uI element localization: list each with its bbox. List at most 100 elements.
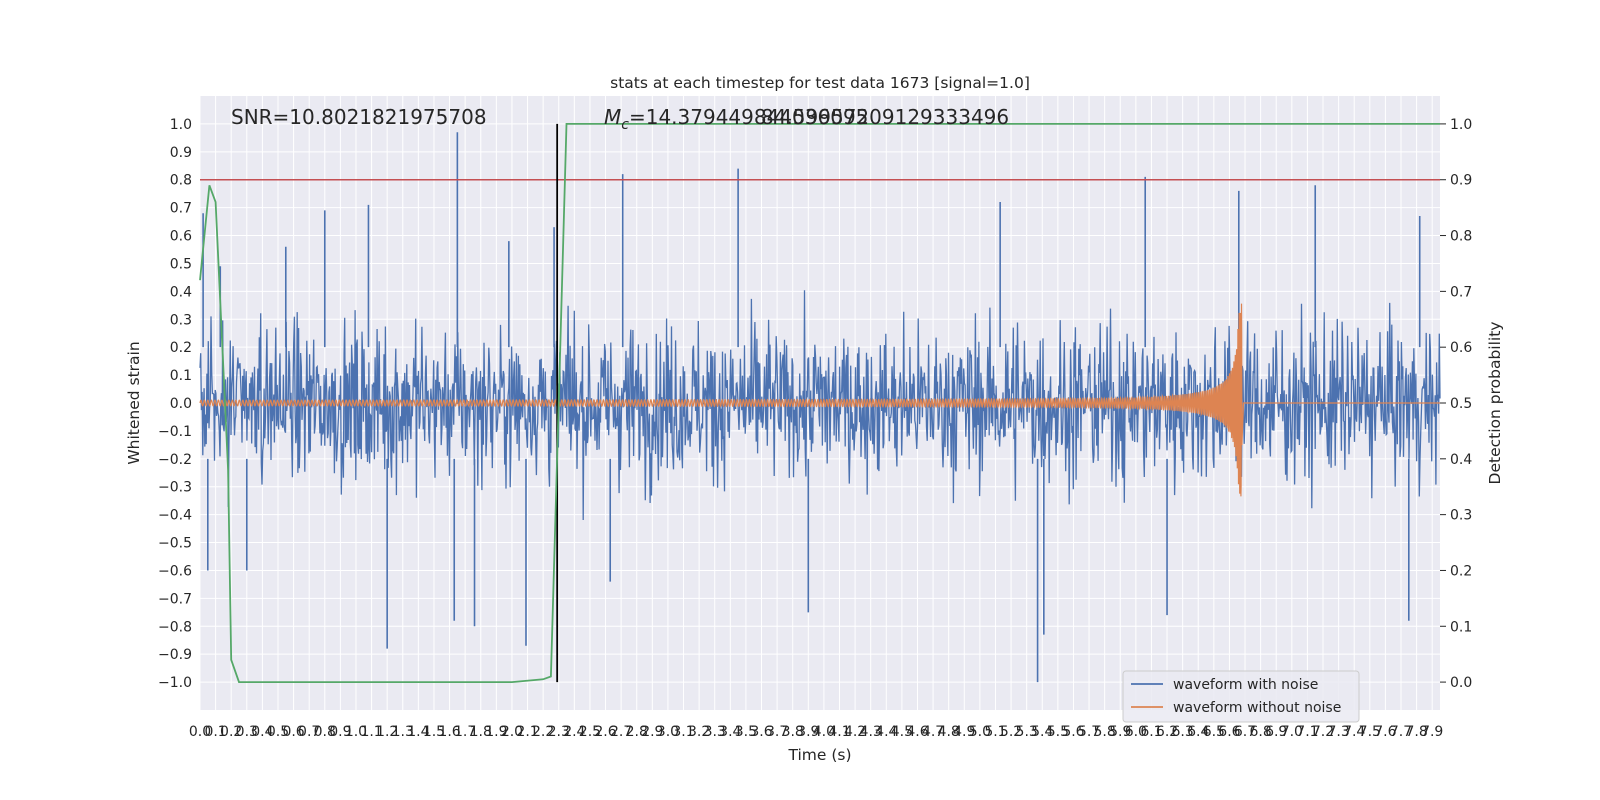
y-right-tick-label: 1.0 <box>1450 117 1472 133</box>
x-tick-label: 4.3 <box>860 724 882 740</box>
waveform-with-noise <box>199 132 1441 683</box>
y-right-tick-label: 0.3 <box>1450 508 1472 524</box>
x-tick-label: 0.1 <box>204 724 226 740</box>
x-tick-label: 1.6 <box>438 724 460 740</box>
x-tick-label: 4.0 <box>813 724 835 740</box>
y-axis-label: Whitened strain <box>125 341 143 464</box>
x-tick-label: 0.9 <box>329 724 351 740</box>
y-tick-label: 0.6 <box>170 229 192 245</box>
x-tick-label: 5.4 <box>1031 724 1053 740</box>
x-tick-label: 5.8 <box>1094 724 1116 740</box>
y-tick-label: 0.2 <box>170 340 192 356</box>
waveform-without-noise <box>199 303 1440 497</box>
x-tick-label: 1.4 <box>407 724 429 740</box>
x-tick-label: 3.0 <box>657 724 679 740</box>
x-tick-label: 2.1 <box>516 724 538 740</box>
y-tick-label: −0.8 <box>158 619 192 635</box>
y-right-tick-label: 0.7 <box>1450 284 1472 300</box>
y-tick-label: 0.8 <box>170 173 192 189</box>
x-tick-label: 7.7 <box>1390 724 1412 740</box>
x-tick-label: 2.9 <box>641 724 663 740</box>
x-tick-label: 1.3 <box>392 724 414 740</box>
x-tick-label: 5.7 <box>1078 724 1100 740</box>
x-tick-label: 2.4 <box>563 724 585 740</box>
x-tick-label: 3.4 <box>719 724 741 740</box>
x-tick-label: 7.1 <box>1296 724 1318 740</box>
x-tick-label: 6.8 <box>1249 724 1271 740</box>
x-tick-label: 7.0 <box>1281 724 1303 740</box>
x-tick-label: 3.5 <box>735 724 757 740</box>
y-right-tick-label: 0.5 <box>1450 396 1472 412</box>
x-tick-label: 3.1 <box>672 724 694 740</box>
x-tick-label: 1.8 <box>470 724 492 740</box>
clean-waveform-line <box>199 303 1440 497</box>
y-tick-label: 0.3 <box>170 312 192 328</box>
y-right-tick-label: 0.2 <box>1450 563 1472 579</box>
x-tick-label: 5.2 <box>1000 724 1022 740</box>
x-tick-label: 7.4 <box>1343 724 1365 740</box>
x-tick-label: 1.0 <box>345 724 367 740</box>
x-tick-label: 4.9 <box>953 724 975 740</box>
x-tick-label: 6.7 <box>1234 724 1256 740</box>
x-tick-label: 3.7 <box>766 724 788 740</box>
y-axis-right-ticks: 0.0 0.1 0.2 0.3 0.4 0.5 0.6 0.7 0.8 0.9 1.0 <box>1440 117 1472 691</box>
x-tick-label: 2.7 <box>610 724 632 740</box>
y-tick-label: 0.1 <box>170 368 192 384</box>
x-tick-label: 5.5 <box>1047 724 1069 740</box>
x-tick-label: 4.2 <box>844 724 866 740</box>
x-tick-label: 4.5 <box>891 724 913 740</box>
snr-annotation: SNR=10.8021821975708 <box>231 105 487 129</box>
x-tick-label: 7.5 <box>1359 724 1381 740</box>
x-tick-label: 0.5 <box>267 724 289 740</box>
x-tick-label: 4.8 <box>938 724 960 740</box>
x-tick-label: 3.8 <box>782 724 804 740</box>
y-tick-label: 0.5 <box>170 256 192 272</box>
legend-box <box>1122 670 1360 723</box>
y-tick-label: −0.3 <box>158 480 192 496</box>
chart-title: stats at each timestep for test data 167… <box>610 74 1030 92</box>
x-tick-label: 6.9 <box>1265 724 1287 740</box>
y-right-tick-label: 0.4 <box>1450 452 1472 468</box>
x-tick-label: 6.4 <box>1187 724 1209 740</box>
x-tick-label: 2.6 <box>594 724 616 740</box>
y-tick-label: −0.2 <box>158 452 192 468</box>
x-tick-label: 1.1 <box>360 724 382 740</box>
y-tick-label: −0.6 <box>158 563 192 579</box>
chirp-mass-subscript: c <box>621 117 629 133</box>
x-tick-label: 0.8 <box>314 724 336 740</box>
x-tick-label: 0.4 <box>251 724 273 740</box>
x-tick-label: 3.6 <box>750 724 772 740</box>
x-tick-label: 2.2 <box>532 724 554 740</box>
x-tick-label: 7.3 <box>1327 724 1349 740</box>
x-tick-label: 6.1 <box>1140 724 1162 740</box>
x-tick-label: 5.1 <box>984 724 1006 740</box>
x-tick-label: 4.6 <box>906 724 928 740</box>
x-tick-label: 3.2 <box>688 724 710 740</box>
x-tick-label: 2.0 <box>501 724 523 740</box>
x-tick-label: 5.6 <box>1062 724 1084 740</box>
x-tick-label: 1.5 <box>423 724 445 740</box>
y-right-tick-label: 0.6 <box>1450 340 1472 356</box>
x-tick-label: 2.8 <box>626 724 648 740</box>
y-tick-label: 0.9 <box>170 145 192 161</box>
legend-label-clean: waveform without noise <box>1173 700 1341 716</box>
x-tick-label: 0.3 <box>236 724 258 740</box>
y-tick-label: 0.0 <box>170 396 192 412</box>
legend: waveform with noise waveform without noi… <box>1122 670 1360 723</box>
x-tick-label: 5.9 <box>1109 724 1131 740</box>
y-tick-label: 0.7 <box>170 201 192 217</box>
x-tick-label: 1.7 <box>454 724 476 740</box>
y-tick-label: −0.9 <box>158 647 192 663</box>
y-axis-left-ticks: −1.0 −0.9 −0.8 −0.7 −0.6 −0.5 −0.4 −0.3 −0.2 −0.1… <box>158 117 192 691</box>
x-tick-label: 7.2 <box>1312 724 1334 740</box>
x-tick-label: 0.6 <box>282 724 304 740</box>
x-tick-label: 7.8 <box>1405 724 1427 740</box>
x-axis-ticks: 0.00.10.20.30.40.50.60.70.80.91.01.11.21… <box>189 724 1443 740</box>
x-tick-label: 4.7 <box>922 724 944 740</box>
x-tick-label: 6.2 <box>1156 724 1178 740</box>
chirp-mass-annotation: Mc=14.379449844036095 <box>604 105 868 133</box>
chirp-mass-value: =14.379449844036095 <box>629 105 868 129</box>
x-tick-label: 2.3 <box>548 724 570 740</box>
x-tick-label: 7.6 <box>1374 724 1396 740</box>
